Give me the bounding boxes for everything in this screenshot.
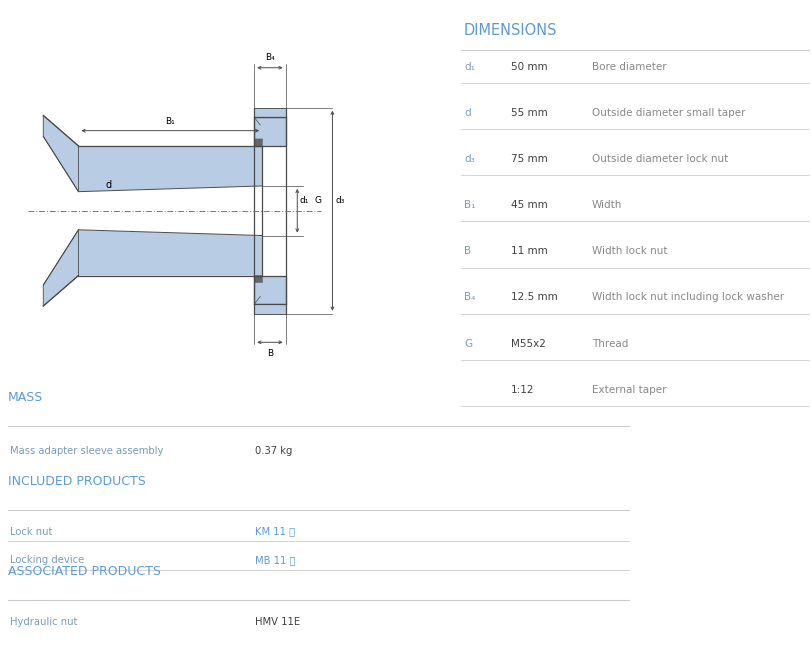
Text: d₁: d₁: [464, 62, 474, 72]
Text: d₃: d₃: [336, 196, 345, 205]
Text: External taper: External taper: [592, 385, 667, 395]
Text: Bore diameter: Bore diameter: [592, 62, 667, 72]
Text: 45 mm: 45 mm: [511, 200, 547, 210]
Polygon shape: [79, 186, 262, 235]
Text: B: B: [464, 246, 471, 256]
Text: B₁: B₁: [464, 200, 475, 210]
Text: Width lock nut: Width lock nut: [592, 246, 667, 256]
Text: Hydraulic nut: Hydraulic nut: [10, 617, 77, 627]
Polygon shape: [43, 230, 79, 306]
Text: M55x2: M55x2: [511, 339, 546, 349]
Text: B: B: [267, 349, 273, 358]
Text: 1:12: 1:12: [511, 385, 534, 395]
Text: d: d: [464, 108, 470, 118]
Text: 55 mm: 55 mm: [511, 108, 547, 118]
Polygon shape: [255, 276, 285, 304]
Text: MB 11 ⧉: MB 11 ⧉: [255, 555, 296, 565]
Polygon shape: [43, 115, 79, 191]
Text: 0.37 kg: 0.37 kg: [255, 446, 293, 456]
Text: 12.5 mm: 12.5 mm: [511, 292, 558, 302]
Text: Width lock nut including lock washer: Width lock nut including lock washer: [592, 292, 784, 302]
Text: G: G: [464, 339, 472, 349]
Text: 50 mm: 50 mm: [511, 62, 547, 72]
Text: 11 mm: 11 mm: [511, 246, 547, 256]
Polygon shape: [255, 108, 285, 117]
Text: d₃: d₃: [464, 154, 474, 164]
Text: Mass adapter sleeve assembly: Mass adapter sleeve assembly: [10, 446, 163, 456]
Text: Outside diameter small taper: Outside diameter small taper: [592, 108, 745, 118]
Text: INCLUDED PRODUCTS: INCLUDED PRODUCTS: [8, 475, 146, 488]
Text: 75 mm: 75 mm: [511, 154, 547, 164]
Text: Width: Width: [592, 200, 622, 210]
Polygon shape: [255, 117, 285, 146]
Text: MASS: MASS: [8, 391, 43, 404]
Text: d₁: d₁: [299, 196, 309, 205]
Text: Lock nut: Lock nut: [10, 527, 52, 537]
Text: B₄: B₄: [265, 53, 275, 62]
Text: HMV 11E: HMV 11E: [255, 617, 301, 627]
Text: d: d: [105, 180, 112, 190]
Text: DIMENSIONS: DIMENSIONS: [464, 23, 557, 38]
Polygon shape: [79, 230, 262, 276]
Polygon shape: [255, 304, 285, 314]
Text: Thread: Thread: [592, 339, 629, 349]
Text: Outside diameter lock nut: Outside diameter lock nut: [592, 154, 728, 164]
Text: G: G: [315, 196, 322, 205]
Text: ASSOCIATED PRODUCTS: ASSOCIATED PRODUCTS: [8, 565, 161, 578]
Polygon shape: [79, 146, 262, 191]
Text: B₄: B₄: [464, 292, 475, 302]
Text: Locking device: Locking device: [10, 555, 84, 565]
Text: KM 11 ⧉: KM 11 ⧉: [255, 527, 295, 537]
Text: B₁: B₁: [165, 117, 175, 126]
